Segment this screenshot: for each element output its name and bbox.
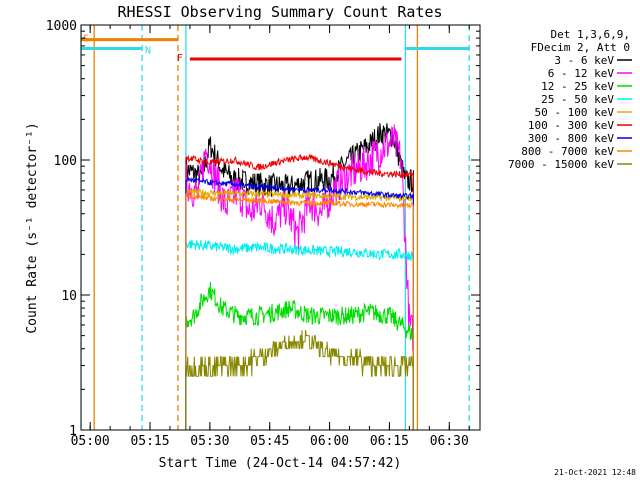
- legend-header-line-1: Det 1,3,6,9,: [551, 28, 630, 41]
- legend-label: 7000 - 15000 keV: [508, 158, 614, 171]
- flag-label-F: F: [177, 53, 183, 64]
- legend: Det 1,3,6,9, FDecim 2, Att 0 3 - 6 keV6 …: [508, 28, 632, 171]
- series-line-6: [185, 176, 414, 430]
- chart-title: RHESSI Observing Summary Count Rates: [117, 3, 442, 21]
- y-tick-label: 1: [69, 424, 77, 439]
- flag-label-S: S: [83, 34, 89, 45]
- x-tick-label: 06:00: [310, 434, 349, 449]
- legend-label: 3 - 6 keV: [554, 54, 614, 67]
- x-tick-label: 06:15: [370, 434, 409, 449]
- legend-label: 100 - 300 keV: [528, 119, 614, 132]
- series-line-4: [185, 187, 414, 430]
- plot-frame: [80, 24, 481, 431]
- y-tick-label: 100: [54, 154, 77, 169]
- legend-label: 12 - 25 keV: [541, 80, 614, 93]
- axes: 1 10 100 1000 05:00 05:15 05:30 05:45 06:00 06:15…: [46, 19, 481, 449]
- legend-header-line-2: FDecim 2, Att 0: [531, 41, 630, 54]
- y-tick-label: 10: [61, 289, 77, 304]
- flag-label-N: N: [145, 45, 151, 56]
- y-axis-label: Count Rate (s⁻¹ detector⁻¹): [25, 122, 40, 333]
- legend-label: 300 - 800 keV: [528, 132, 614, 145]
- legend-label: 6 - 12 keV: [548, 67, 615, 80]
- x-tick-label: 06:30: [430, 434, 469, 449]
- legend-label: 800 - 7000 keV: [521, 145, 614, 158]
- footer-timestamp: 21-Oct-2021 12:48: [554, 468, 636, 477]
- series-line-5: [185, 153, 414, 430]
- x-tick-label: 05:15: [130, 434, 169, 449]
- x-axis-label: Start Time (24-Oct-14 04:57:42): [159, 456, 402, 471]
- plot-area: S N F: [81, 25, 470, 430]
- plot-clip-group: [81, 25, 470, 430]
- series-line-7: [185, 191, 414, 430]
- x-tick-label: 05:45: [250, 434, 289, 449]
- x-tick-label: 05:00: [71, 434, 110, 449]
- x-tick-label: 05:30: [190, 434, 229, 449]
- series-line-8: [185, 330, 414, 430]
- y-tick-label: 1000: [46, 19, 77, 34]
- legend-label: 50 - 100 keV: [535, 106, 615, 119]
- series-line-3: [185, 239, 414, 430]
- series-line-1: [185, 124, 414, 430]
- legend-label: 25 - 50 keV: [541, 93, 614, 106]
- series-line-2: [185, 281, 414, 430]
